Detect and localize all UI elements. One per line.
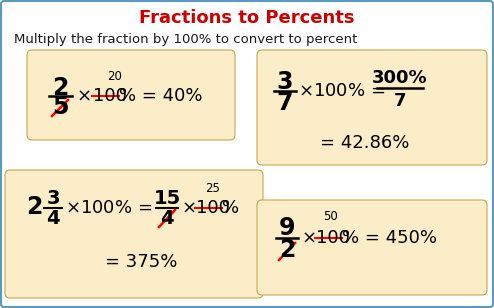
Text: % = 450%: % = 450% [342,229,437,247]
Text: Multiply the fraction by 100% to convert to percent: Multiply the fraction by 100% to convert… [14,34,357,47]
Text: 15: 15 [153,189,181,209]
Text: Fractions to Percents: Fractions to Percents [139,9,355,27]
Text: 4: 4 [46,209,60,228]
Text: $\times$100% =: $\times$100% = [298,82,385,100]
Text: 20: 20 [108,71,123,83]
Text: $\times$: $\times$ [76,87,90,105]
Text: 7: 7 [277,91,293,115]
Text: = 375%: = 375% [105,253,177,271]
Text: %: % [222,199,239,217]
Text: 5: 5 [52,95,68,119]
Text: 100: 100 [93,87,127,105]
FancyBboxPatch shape [257,200,487,295]
Text: 100: 100 [316,229,350,247]
Text: 50: 50 [323,210,337,224]
Text: 2: 2 [279,238,295,262]
Text: 4: 4 [160,209,174,228]
FancyBboxPatch shape [257,50,487,165]
Text: 3: 3 [46,189,60,209]
Text: 3: 3 [277,70,293,94]
Text: 100: 100 [196,199,230,217]
FancyBboxPatch shape [27,50,235,140]
Text: $\times$100% =: $\times$100% = [65,199,152,217]
FancyBboxPatch shape [5,170,263,298]
Text: % = 40%: % = 40% [119,87,203,105]
Text: 25: 25 [206,181,220,194]
Text: = 42.86%: = 42.86% [320,134,410,152]
Text: 2: 2 [52,76,68,100]
Text: 2: 2 [26,195,42,219]
Text: 7: 7 [394,92,406,110]
Text: 300%: 300% [372,69,428,87]
Text: $\times$: $\times$ [181,199,196,217]
Text: 9: 9 [279,216,295,240]
Text: $\times$: $\times$ [301,229,316,247]
